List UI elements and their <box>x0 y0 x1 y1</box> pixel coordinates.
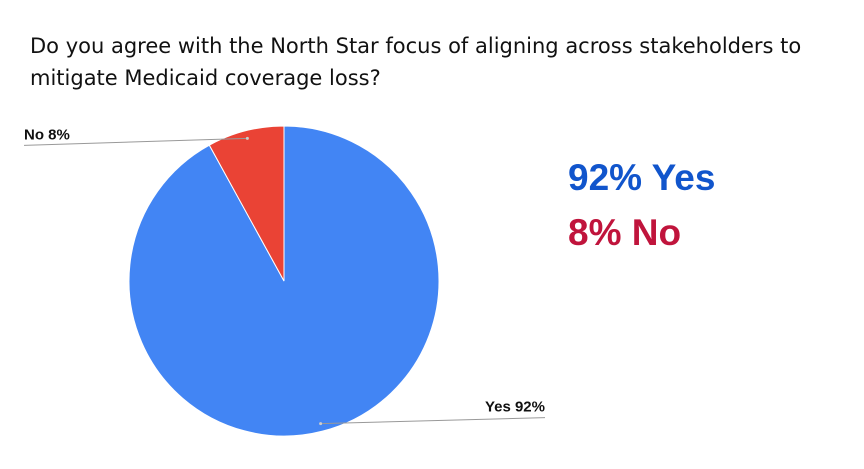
leader-dot <box>245 136 249 140</box>
annotation: 92% Yes <box>568 157 715 198</box>
pie-slice <box>208 125 285 282</box>
slice-label: Yes 92% <box>485 399 545 416</box>
chart-title: Do you agree with the North Star focus o… <box>30 34 802 90</box>
annotation: 8% No <box>568 212 681 253</box>
leader-line <box>320 417 546 425</box>
slice-label: No 8% <box>24 126 70 143</box>
leader-line <box>23 137 248 146</box>
leader-dot <box>319 422 323 426</box>
